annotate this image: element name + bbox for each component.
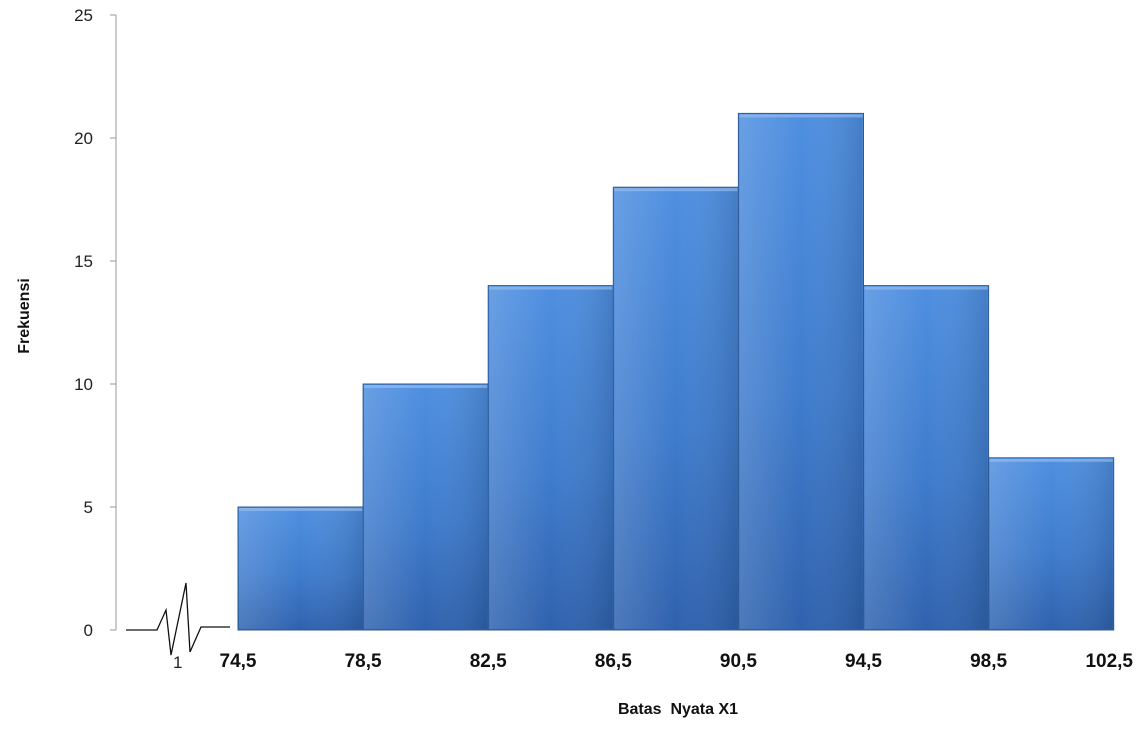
x-axis-title: Batas Nyata X1 xyxy=(618,701,738,718)
y-ticks: 0 5 10 15 20 25 xyxy=(74,6,116,640)
y-tick-label: 10 xyxy=(74,375,93,394)
histogram-bar-shine xyxy=(864,286,988,629)
histogram-bar-shine xyxy=(489,286,613,629)
y-tick-label: 25 xyxy=(74,6,93,25)
x-tick-label: 102,5 xyxy=(1085,651,1133,672)
axis-break-mark xyxy=(126,582,230,656)
x-tick-label: 78,5 xyxy=(345,651,382,672)
histogram-bar-bevel xyxy=(239,508,363,511)
histogram-bar-shine xyxy=(989,458,1113,629)
y-tick-label: 5 xyxy=(84,498,93,517)
histogram-bar-shine xyxy=(739,114,863,629)
axis-break-label: 1 xyxy=(173,653,182,672)
histogram-bar-shine xyxy=(364,385,488,629)
x-tick-label: 94,5 xyxy=(845,651,882,672)
bars-layer xyxy=(237,112,1115,631)
x-tick-label: 90,5 xyxy=(720,651,757,672)
y-tick-label: 0 xyxy=(84,621,93,640)
histogram-bar-bevel xyxy=(614,188,738,192)
histogram-bar-bevel xyxy=(739,114,863,118)
x-tick-label: 98,5 xyxy=(970,651,1007,672)
y-axis-title: Frekuensi xyxy=(16,278,33,354)
x-ticks: 74,5 78,5 82,5 86,5 90,5 94,5 98,5 102,5 xyxy=(220,651,1134,672)
histogram-bar-bevel xyxy=(989,458,1113,462)
x-tick-label: 74,5 xyxy=(220,651,257,672)
y-tick-label: 15 xyxy=(74,252,93,271)
x-tick-label: 86,5 xyxy=(595,651,632,672)
histogram-bar-bevel xyxy=(489,286,613,290)
y-tick-label: 20 xyxy=(74,129,93,148)
x-tick-label: 82,5 xyxy=(470,651,507,672)
histogram-bar-bevel xyxy=(864,286,988,290)
histogram-bar-shine xyxy=(239,508,363,629)
histogram-bar-shine xyxy=(614,188,738,629)
histogram-bar-bevel xyxy=(364,385,488,388)
